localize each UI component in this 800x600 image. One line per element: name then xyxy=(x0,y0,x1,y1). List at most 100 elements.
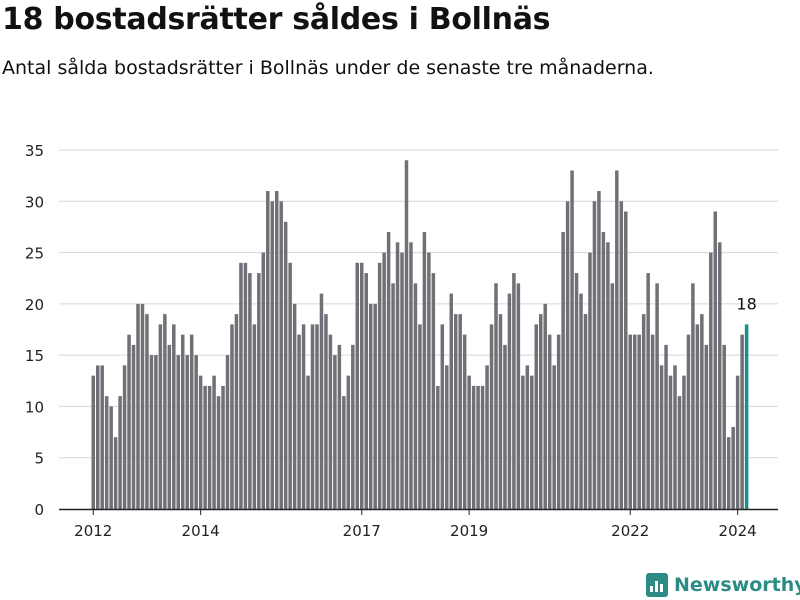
bar[interactable] xyxy=(355,262,360,509)
bar[interactable] xyxy=(552,365,556,509)
bar[interactable] xyxy=(498,314,503,509)
bar[interactable] xyxy=(319,293,324,509)
bar[interactable] xyxy=(288,262,292,509)
bar[interactable] xyxy=(740,334,744,509)
bar[interactable] xyxy=(713,211,718,510)
bar[interactable] xyxy=(556,334,561,509)
bar[interactable] xyxy=(328,334,333,509)
bar[interactable] xyxy=(641,314,646,509)
bar[interactable] xyxy=(704,344,709,509)
bar[interactable] xyxy=(189,334,194,509)
bar[interactable] xyxy=(104,396,109,509)
bar[interactable] xyxy=(503,344,507,509)
bar[interactable] xyxy=(225,355,230,509)
bar[interactable] xyxy=(659,365,664,509)
bar[interactable] xyxy=(368,303,373,509)
bar[interactable] xyxy=(615,170,619,509)
bar[interactable] xyxy=(655,283,659,509)
bar[interactable] xyxy=(292,303,297,509)
bar[interactable] xyxy=(216,396,221,509)
bar[interactable] xyxy=(628,334,633,509)
bar[interactable] xyxy=(731,426,735,509)
bar[interactable] xyxy=(579,293,583,509)
bar[interactable] xyxy=(418,324,422,509)
bar[interactable] xyxy=(100,365,104,509)
bar[interactable] xyxy=(261,252,266,510)
bar[interactable] xyxy=(274,191,279,509)
bar[interactable] xyxy=(570,170,574,509)
bar[interactable] xyxy=(221,385,225,509)
bar[interactable] xyxy=(185,355,189,509)
bar[interactable] xyxy=(95,365,100,509)
bar[interactable] xyxy=(346,375,351,509)
bar[interactable] xyxy=(154,355,158,509)
bar[interactable] xyxy=(176,355,181,509)
bar[interactable] xyxy=(489,324,494,509)
bar[interactable] xyxy=(167,344,172,509)
bar[interactable] xyxy=(650,334,655,509)
bar[interactable] xyxy=(453,314,458,509)
bar[interactable] xyxy=(691,283,695,509)
bar[interactable] xyxy=(547,334,552,509)
bar[interactable] xyxy=(234,314,239,509)
bar[interactable] xyxy=(436,385,440,509)
bar[interactable] xyxy=(722,344,726,509)
bar[interactable] xyxy=(158,324,163,509)
bar[interactable] xyxy=(212,375,216,509)
bar[interactable] xyxy=(565,201,570,510)
bar[interactable] xyxy=(373,303,377,509)
bar[interactable] xyxy=(386,232,391,510)
bar[interactable] xyxy=(494,283,498,509)
bar[interactable] xyxy=(266,191,270,509)
bar[interactable] xyxy=(172,324,176,509)
bar[interactable] xyxy=(516,283,521,509)
bar[interactable] xyxy=(588,252,592,510)
bar[interactable] xyxy=(624,211,628,510)
bar[interactable] xyxy=(203,385,207,509)
bar[interactable] xyxy=(140,303,145,509)
bar[interactable] xyxy=(637,334,641,509)
bar[interactable] xyxy=(113,437,118,509)
bar[interactable] xyxy=(149,355,154,509)
bar[interactable] xyxy=(163,314,167,509)
bar[interactable] xyxy=(297,334,301,509)
bar[interactable] xyxy=(239,262,243,509)
bar[interactable] xyxy=(561,232,565,510)
newsworthy-logo[interactable]: Newsworthy xyxy=(646,570,800,600)
highlight-bar[interactable] xyxy=(744,324,749,509)
bar[interactable] xyxy=(485,365,489,509)
bar[interactable] xyxy=(700,314,704,509)
bar[interactable] xyxy=(521,375,525,509)
bar[interactable] xyxy=(534,324,539,509)
bar[interactable] xyxy=(735,375,740,509)
bar[interactable] xyxy=(480,385,485,509)
bar[interactable] xyxy=(243,262,248,509)
bar[interactable] xyxy=(315,324,319,509)
bar[interactable] xyxy=(409,242,413,510)
bar[interactable] xyxy=(207,385,212,509)
bar[interactable] xyxy=(342,396,346,509)
bar[interactable] xyxy=(507,293,512,509)
bar[interactable] xyxy=(413,283,418,509)
bar[interactable] xyxy=(709,252,713,510)
bar[interactable] xyxy=(449,293,454,509)
bar[interactable] xyxy=(664,344,668,509)
bar[interactable] xyxy=(574,273,579,509)
bar[interactable] xyxy=(109,406,113,509)
bar[interactable] xyxy=(422,232,427,510)
bar[interactable] xyxy=(606,242,610,510)
bar[interactable] xyxy=(279,201,283,510)
bar[interactable] xyxy=(471,385,476,509)
bar[interactable] xyxy=(458,314,462,509)
bar[interactable] xyxy=(118,396,122,509)
bar[interactable] xyxy=(525,365,530,509)
bar[interactable] xyxy=(686,334,691,509)
bar[interactable] xyxy=(230,324,234,509)
bar[interactable] xyxy=(252,324,257,509)
bar[interactable] xyxy=(431,273,436,509)
bar[interactable] xyxy=(127,334,131,509)
bar[interactable] xyxy=(530,375,534,509)
bar[interactable] xyxy=(91,375,96,509)
bar[interactable] xyxy=(427,252,431,510)
bar[interactable] xyxy=(677,396,682,509)
